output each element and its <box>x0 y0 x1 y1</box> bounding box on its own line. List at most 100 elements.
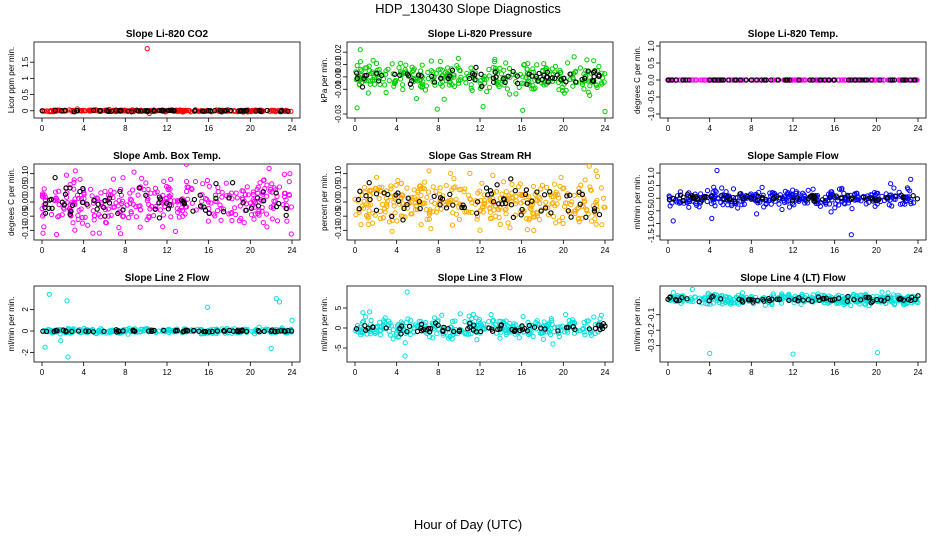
data-point <box>534 62 540 68</box>
data-point <box>358 66 364 72</box>
mean-point <box>356 206 362 212</box>
mean-point <box>275 328 281 334</box>
data-point <box>455 55 461 62</box>
data-point <box>116 198 122 204</box>
data-point <box>368 317 374 323</box>
mean-point <box>910 193 916 199</box>
data-point <box>85 222 91 228</box>
data-point <box>582 78 588 84</box>
mean-point <box>74 108 80 114</box>
mean-point <box>885 295 891 301</box>
data-point <box>67 182 73 188</box>
data-point <box>448 170 454 176</box>
x-tick-label: 20 <box>246 368 255 377</box>
mean-point <box>404 201 410 208</box>
y-tick-label: -0.03 <box>334 104 343 123</box>
data-point <box>446 82 452 88</box>
mean-point <box>285 108 291 114</box>
mean-point <box>531 324 538 330</box>
mean-point <box>558 77 564 83</box>
mean-point <box>596 211 603 218</box>
data-point <box>423 319 429 326</box>
data-point <box>477 188 483 194</box>
x-tick-label: 20 <box>246 246 255 255</box>
mean-point <box>539 77 545 83</box>
data-point <box>283 202 289 208</box>
mean-point <box>168 107 175 113</box>
data-point <box>179 208 185 214</box>
data-point <box>102 188 108 194</box>
data-point <box>848 302 854 309</box>
data-point <box>372 81 378 87</box>
data-point <box>570 83 576 89</box>
data-point <box>548 316 555 322</box>
data-point <box>564 200 570 206</box>
data-point <box>900 300 906 306</box>
data-point <box>415 207 421 213</box>
mean-point <box>67 211 73 217</box>
mean-point <box>529 73 535 79</box>
mean-point <box>524 200 531 206</box>
outlier-point <box>602 108 608 115</box>
mean-point <box>467 320 473 326</box>
x-tick-label: 12 <box>163 246 172 255</box>
mean-point <box>591 205 598 212</box>
data-point <box>237 203 243 209</box>
x-tick-label: 12 <box>476 368 485 377</box>
mean-point <box>524 81 530 87</box>
mean-point <box>465 326 471 332</box>
mean-point <box>151 108 157 114</box>
mean-point <box>160 108 166 114</box>
outlier-point <box>402 353 408 359</box>
mean-point <box>536 70 542 77</box>
data-point <box>885 290 891 296</box>
data-point <box>479 323 485 329</box>
data-point <box>473 315 479 321</box>
data-point <box>572 210 578 217</box>
data-point <box>77 176 83 182</box>
data-point <box>428 68 434 74</box>
data-point <box>556 218 562 224</box>
mean-point <box>914 196 921 202</box>
data-point <box>388 186 394 192</box>
data-point <box>519 192 525 198</box>
mean-point <box>592 325 599 332</box>
data-point <box>432 315 438 321</box>
data-point <box>259 198 265 204</box>
data-point <box>566 318 572 324</box>
mean-point <box>831 77 837 83</box>
data-point <box>212 328 218 334</box>
data-point <box>580 326 586 332</box>
mean-point <box>256 329 262 335</box>
mean-point <box>564 193 570 199</box>
mean-point <box>441 324 447 331</box>
y-tick-label: 0.5 <box>647 57 656 69</box>
mean-point <box>276 200 282 207</box>
data-point <box>183 188 190 195</box>
mean-point <box>900 195 907 201</box>
data-point <box>79 215 86 221</box>
mean-point <box>191 327 197 334</box>
data-point <box>208 200 214 206</box>
mean-point <box>418 325 424 331</box>
data-points <box>40 291 295 360</box>
data-point <box>419 62 425 68</box>
mean-point <box>830 297 836 303</box>
data-point <box>524 79 530 85</box>
data-point <box>117 231 124 237</box>
data-point <box>712 203 718 209</box>
mean-point <box>378 72 385 79</box>
data-point <box>121 204 127 210</box>
mean-point <box>129 109 135 115</box>
y-tick-label: 0.10 <box>334 165 343 181</box>
mean-point <box>207 108 214 114</box>
data-point <box>539 330 546 336</box>
data-point <box>368 78 374 84</box>
mean-point <box>667 294 673 300</box>
y-axis-label: ml/min per min. <box>633 297 642 352</box>
mean-point <box>680 198 686 204</box>
data-point <box>490 65 496 71</box>
y-tick-label: -0.1 <box>647 307 656 321</box>
data-point <box>412 206 419 212</box>
mean-point <box>366 180 372 186</box>
